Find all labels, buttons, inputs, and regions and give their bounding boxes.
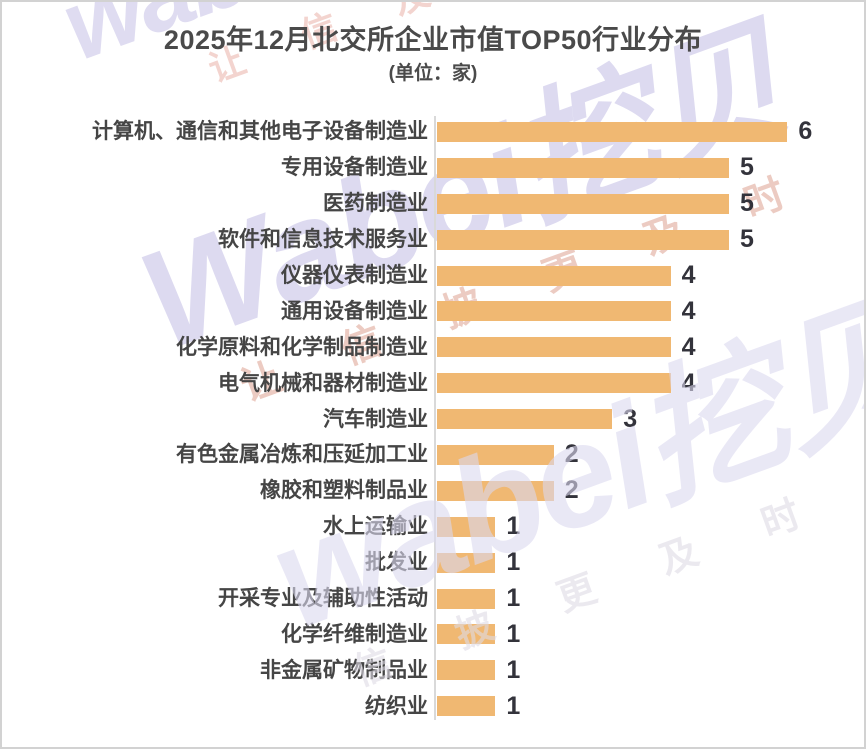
category-label: 批发业 <box>365 551 428 575</box>
bar <box>437 229 729 250</box>
value-label: 1 <box>506 691 521 720</box>
value-label: 5 <box>740 225 754 254</box>
bar <box>437 265 671 286</box>
bar-row: 有色金属冶炼和压延加工业 2 <box>2 437 864 473</box>
bar-row: 化学纤维制造业 1 <box>2 616 864 652</box>
bar-chart: 计算机、通信和其他电子设备制造业 6 专用设备制造业 5 医药制造业 5 软件和信息技术服务… <box>2 114 864 724</box>
category-label: 软件和信息技术服务业 <box>218 228 428 252</box>
bar-row: 化学原料和化学制品制造业 4 <box>2 329 864 365</box>
bar-row: 软件和信息技术服务业 5 <box>2 222 864 258</box>
bar-row: 专用设备制造业 5 <box>2 150 864 186</box>
category-label: 专用设备制造业 <box>281 156 428 180</box>
category-label: 橡胶和塑料制品业 <box>260 479 428 503</box>
bar <box>437 409 613 430</box>
value-label: 1 <box>506 655 521 684</box>
chart-unit-note: (单位：家) <box>388 63 478 84</box>
bar-row: 计算机、通信和其他电子设备制造业 6 <box>2 114 864 150</box>
value-label: 4 <box>681 368 696 397</box>
bar <box>437 157 729 178</box>
bar-row: 批发业 1 <box>2 545 864 581</box>
bar-row: 开采专业及辅助性活动 1 <box>2 581 864 617</box>
category-label: 仪器仪表制造业 <box>281 264 428 287</box>
value-label: 1 <box>506 548 521 577</box>
bar-row: 橡胶和塑料制品业 2 <box>2 473 864 509</box>
bar <box>437 480 554 501</box>
bar <box>437 193 729 214</box>
bar-row: 水上运输业 1 <box>2 509 864 545</box>
bar-row: 非金属矿物制品业 1 <box>2 652 864 688</box>
bar-row: 医药制造业 5 <box>2 186 864 222</box>
bar <box>437 588 496 609</box>
bar-row: 电气机械和器材制造业 4 <box>2 365 864 401</box>
value-label: 1 <box>506 584 521 613</box>
value-label: 3 <box>623 404 638 433</box>
value-label: 4 <box>681 261 696 289</box>
category-label: 计算机、通信和其他电子设备制造业 <box>92 120 428 144</box>
bar <box>437 337 671 358</box>
value-label: 1 <box>506 512 521 541</box>
category-label: 有色金属冶炼和压延加工业 <box>176 443 428 467</box>
bar <box>437 301 671 322</box>
bar-row: 纺织业 1 <box>2 688 864 724</box>
chart-title: 2025年12月北交所企业市值TOP50行业分布 <box>163 25 703 55</box>
value-label: 6 <box>798 117 813 146</box>
value-label: 2 <box>564 440 579 469</box>
category-label: 化学纤维制造业 <box>281 622 428 646</box>
value-label: 1 <box>506 619 521 648</box>
category-label: 化学原料和化学制品制造业 <box>176 335 428 359</box>
bar <box>437 444 554 465</box>
category-label: 非金属矿物制品业 <box>260 658 428 682</box>
bar-row: 通用设备制造业 4 <box>2 293 864 329</box>
bar <box>437 121 788 142</box>
category-label: 医药制造业 <box>323 192 428 216</box>
value-label: 4 <box>681 332 696 361</box>
bar <box>437 516 496 537</box>
bar-row: 汽车制造业 3 <box>2 401 864 437</box>
value-label: 4 <box>681 296 696 325</box>
category-label: 水上运输业 <box>323 515 428 539</box>
category-label: 开采专业及辅助性活动 <box>218 587 428 611</box>
bar <box>437 696 496 717</box>
category-label: 电气机械和器材制造业 <box>218 371 428 395</box>
bar <box>437 373 671 394</box>
category-label: 纺织业 <box>365 694 428 718</box>
category-label: 汽车制造业 <box>323 407 428 431</box>
y-axis-line <box>434 116 436 720</box>
value-label: 5 <box>740 153 754 182</box>
value-label: 2 <box>564 476 579 505</box>
bar <box>437 660 496 681</box>
bar <box>437 624 496 645</box>
bar <box>437 552 496 573</box>
bar-row: 仪器仪表制造业 4 <box>2 258 864 294</box>
value-label: 5 <box>740 189 754 218</box>
category-label: 通用设备制造业 <box>281 299 428 323</box>
